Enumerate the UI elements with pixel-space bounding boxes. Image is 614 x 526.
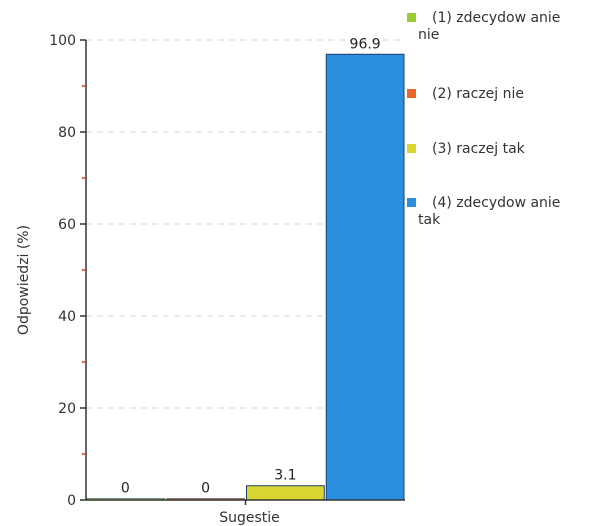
bar-value-label: 0	[201, 481, 210, 497]
y-axis-label: Odpowiedzi (%)	[16, 225, 32, 335]
y-tick-label: 40	[58, 309, 76, 325]
bar-value-label: 3.1	[274, 468, 296, 484]
bars	[85, 53, 405, 501]
x-axis-label: Sugestie	[219, 510, 280, 526]
legend-label: (3) raczej tak	[432, 141, 526, 157]
legend-swatch	[407, 198, 416, 207]
legend-label: tak	[418, 212, 441, 228]
legend-label: (1) zdecydow anie	[432, 10, 560, 26]
legend-label: (2) raczej nie	[432, 86, 524, 102]
legend-item: (2) raczej nie	[407, 86, 524, 102]
y-tick-label: 20	[58, 401, 76, 417]
y-tick-label: 80	[58, 125, 76, 141]
legend-label: (4) zdecydow anie	[432, 195, 560, 211]
y-ticks: 0 20 40 60 80 100	[49, 33, 247, 509]
bar	[325, 53, 405, 501]
legend-swatch	[407, 13, 416, 22]
legend-swatch	[407, 144, 416, 153]
legend-swatch	[407, 89, 416, 98]
value-labels: 0 0 3.1 96.9	[121, 36, 381, 496]
bar-value-label: 96.9	[350, 36, 381, 52]
y-tick-label: 0	[67, 493, 76, 509]
legend-item: (3) raczej tak	[407, 141, 526, 157]
y-tick-label: 100	[49, 33, 76, 49]
bar-value-label: 0	[121, 481, 130, 497]
bar	[246, 485, 325, 501]
y-tick-label: 60	[58, 217, 76, 233]
legend-label: nie	[418, 27, 439, 43]
